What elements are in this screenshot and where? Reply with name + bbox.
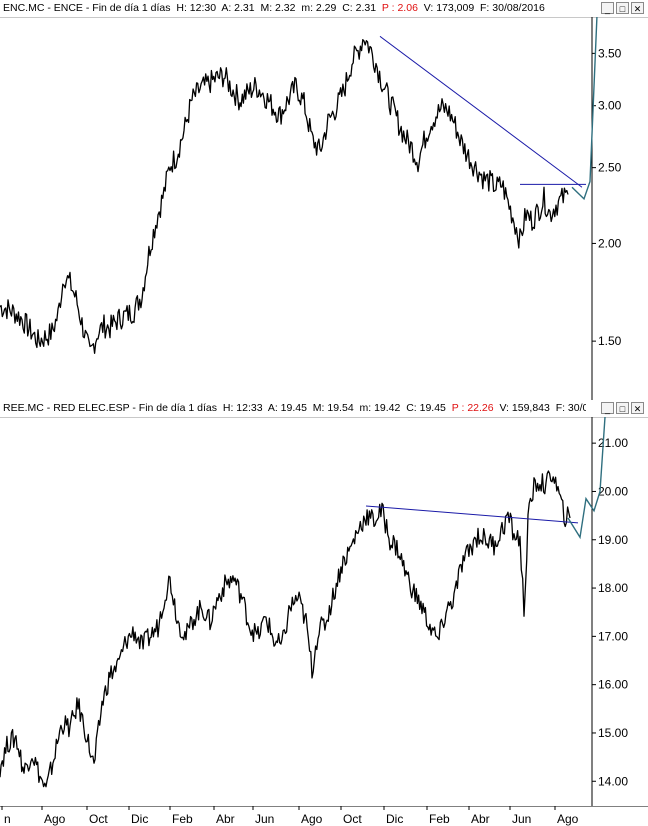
header-open: A: 2.31: [221, 2, 255, 14]
header-close: C: 19.45: [406, 402, 446, 414]
y-tick-label: 20.00: [598, 484, 628, 498]
x-tick-label: Jun: [255, 812, 274, 826]
chart-panel-ree: REE.MC - RED ELEC.ESP - Fin de día 1 día…: [0, 400, 648, 806]
y-tick-label: 18.00: [598, 581, 628, 595]
header-volume: V: 173,009: [423, 2, 475, 14]
chart-title: REE.MC - RED ELEC.ESP - Fin de día 1 día…: [3, 400, 586, 417]
restore-button[interactable]: □: [616, 402, 629, 414]
y-tick-label: 2.00: [598, 236, 622, 250]
x-tick-label: Ago: [557, 812, 579, 826]
x-tick-label: Dic: [386, 812, 403, 826]
y-tick-label: 3.00: [598, 99, 622, 113]
y-tick-label: 19.00: [598, 533, 628, 547]
y-tick-label: 2.50: [598, 161, 622, 175]
y-tick-label: 21.00: [598, 436, 628, 450]
header-time: H: 12:30: [176, 2, 217, 14]
trendline: [365, 505, 579, 524]
x-tick-label: Feb: [172, 812, 193, 826]
x-tick-label: n: [4, 812, 11, 826]
x-tick-label: Feb: [429, 812, 450, 826]
price-chart-ree[interactable]: 14.00 15.00 16.00 17.00 18.00 19.00 20.00 21.00: [0, 417, 648, 806]
header-close: C: 2.31: [342, 2, 377, 14]
header-low: m: 2.29: [301, 2, 337, 14]
header-date: F: 30/08: [555, 402, 586, 414]
restore-button[interactable]: □: [616, 2, 629, 14]
projection-line: [567, 417, 606, 540]
chart-panel-ence: ENC.MC - ENCE - Fin de día 1 días H: 12:…: [0, 0, 648, 400]
trendline: [379, 35, 583, 188]
projection-line: [571, 17, 598, 201]
header-open: A: 19.45: [267, 402, 307, 414]
header-date: F: 30/08/2016: [480, 2, 545, 14]
y-tick-label: 15.00: [598, 726, 628, 740]
x-tick-label: Ago: [301, 812, 323, 826]
y-tick-label: 16.00: [598, 678, 628, 692]
header-prev: P : 22.26: [451, 402, 494, 414]
x-tick-label: Oct: [343, 812, 362, 826]
header-high: M: 2.32: [260, 2, 296, 14]
minimize-button[interactable]: _: [601, 402, 614, 414]
chart-title-bar: ENC.MC - ENCE - Fin de día 1 días H: 12:…: [0, 0, 648, 18]
y-tick-label: 3.50: [598, 46, 622, 60]
y-tick-label: 1.50: [598, 334, 622, 348]
chart-title-bar: REE.MC - RED ELEC.ESP - Fin de día 1 día…: [0, 400, 648, 418]
close-button[interactable]: ✕: [631, 2, 644, 14]
header-volume: V: 159,843: [499, 402, 550, 414]
header-prev: P : 2.06: [381, 2, 418, 14]
y-tick-label: 14.00: [598, 774, 628, 788]
header-high: M: 19.54: [312, 402, 354, 414]
price-chart-ence[interactable]: 1.50 2.00 2.50 3.00 3.50: [0, 17, 648, 400]
minimize-button[interactable]: _: [601, 2, 614, 14]
y-tick-label: 17.00: [598, 629, 628, 643]
header-time: H: 12:33: [222, 402, 263, 414]
x-tick-label: Oct: [89, 812, 108, 826]
x-tick-label: Dic: [131, 812, 148, 826]
x-tick-label: Jun: [512, 812, 531, 826]
price-series-line: [0, 470, 571, 788]
x-tick-label: Abr: [216, 812, 235, 826]
x-tick-label: Ago: [44, 812, 66, 826]
price-series-line: [0, 39, 569, 354]
header-low: m: 19.42: [359, 402, 401, 414]
close-button[interactable]: ✕: [631, 402, 644, 414]
x-tick-label: Abr: [471, 812, 490, 826]
chart-title: ENC.MC - ENCE - Fin de día 1 días H: 12:…: [3, 2, 545, 14]
x-axis: n Ago Oct Dic Feb Abr Jun Ago Oct Dic Feb Abr Jun Ago: [0, 806, 648, 826]
